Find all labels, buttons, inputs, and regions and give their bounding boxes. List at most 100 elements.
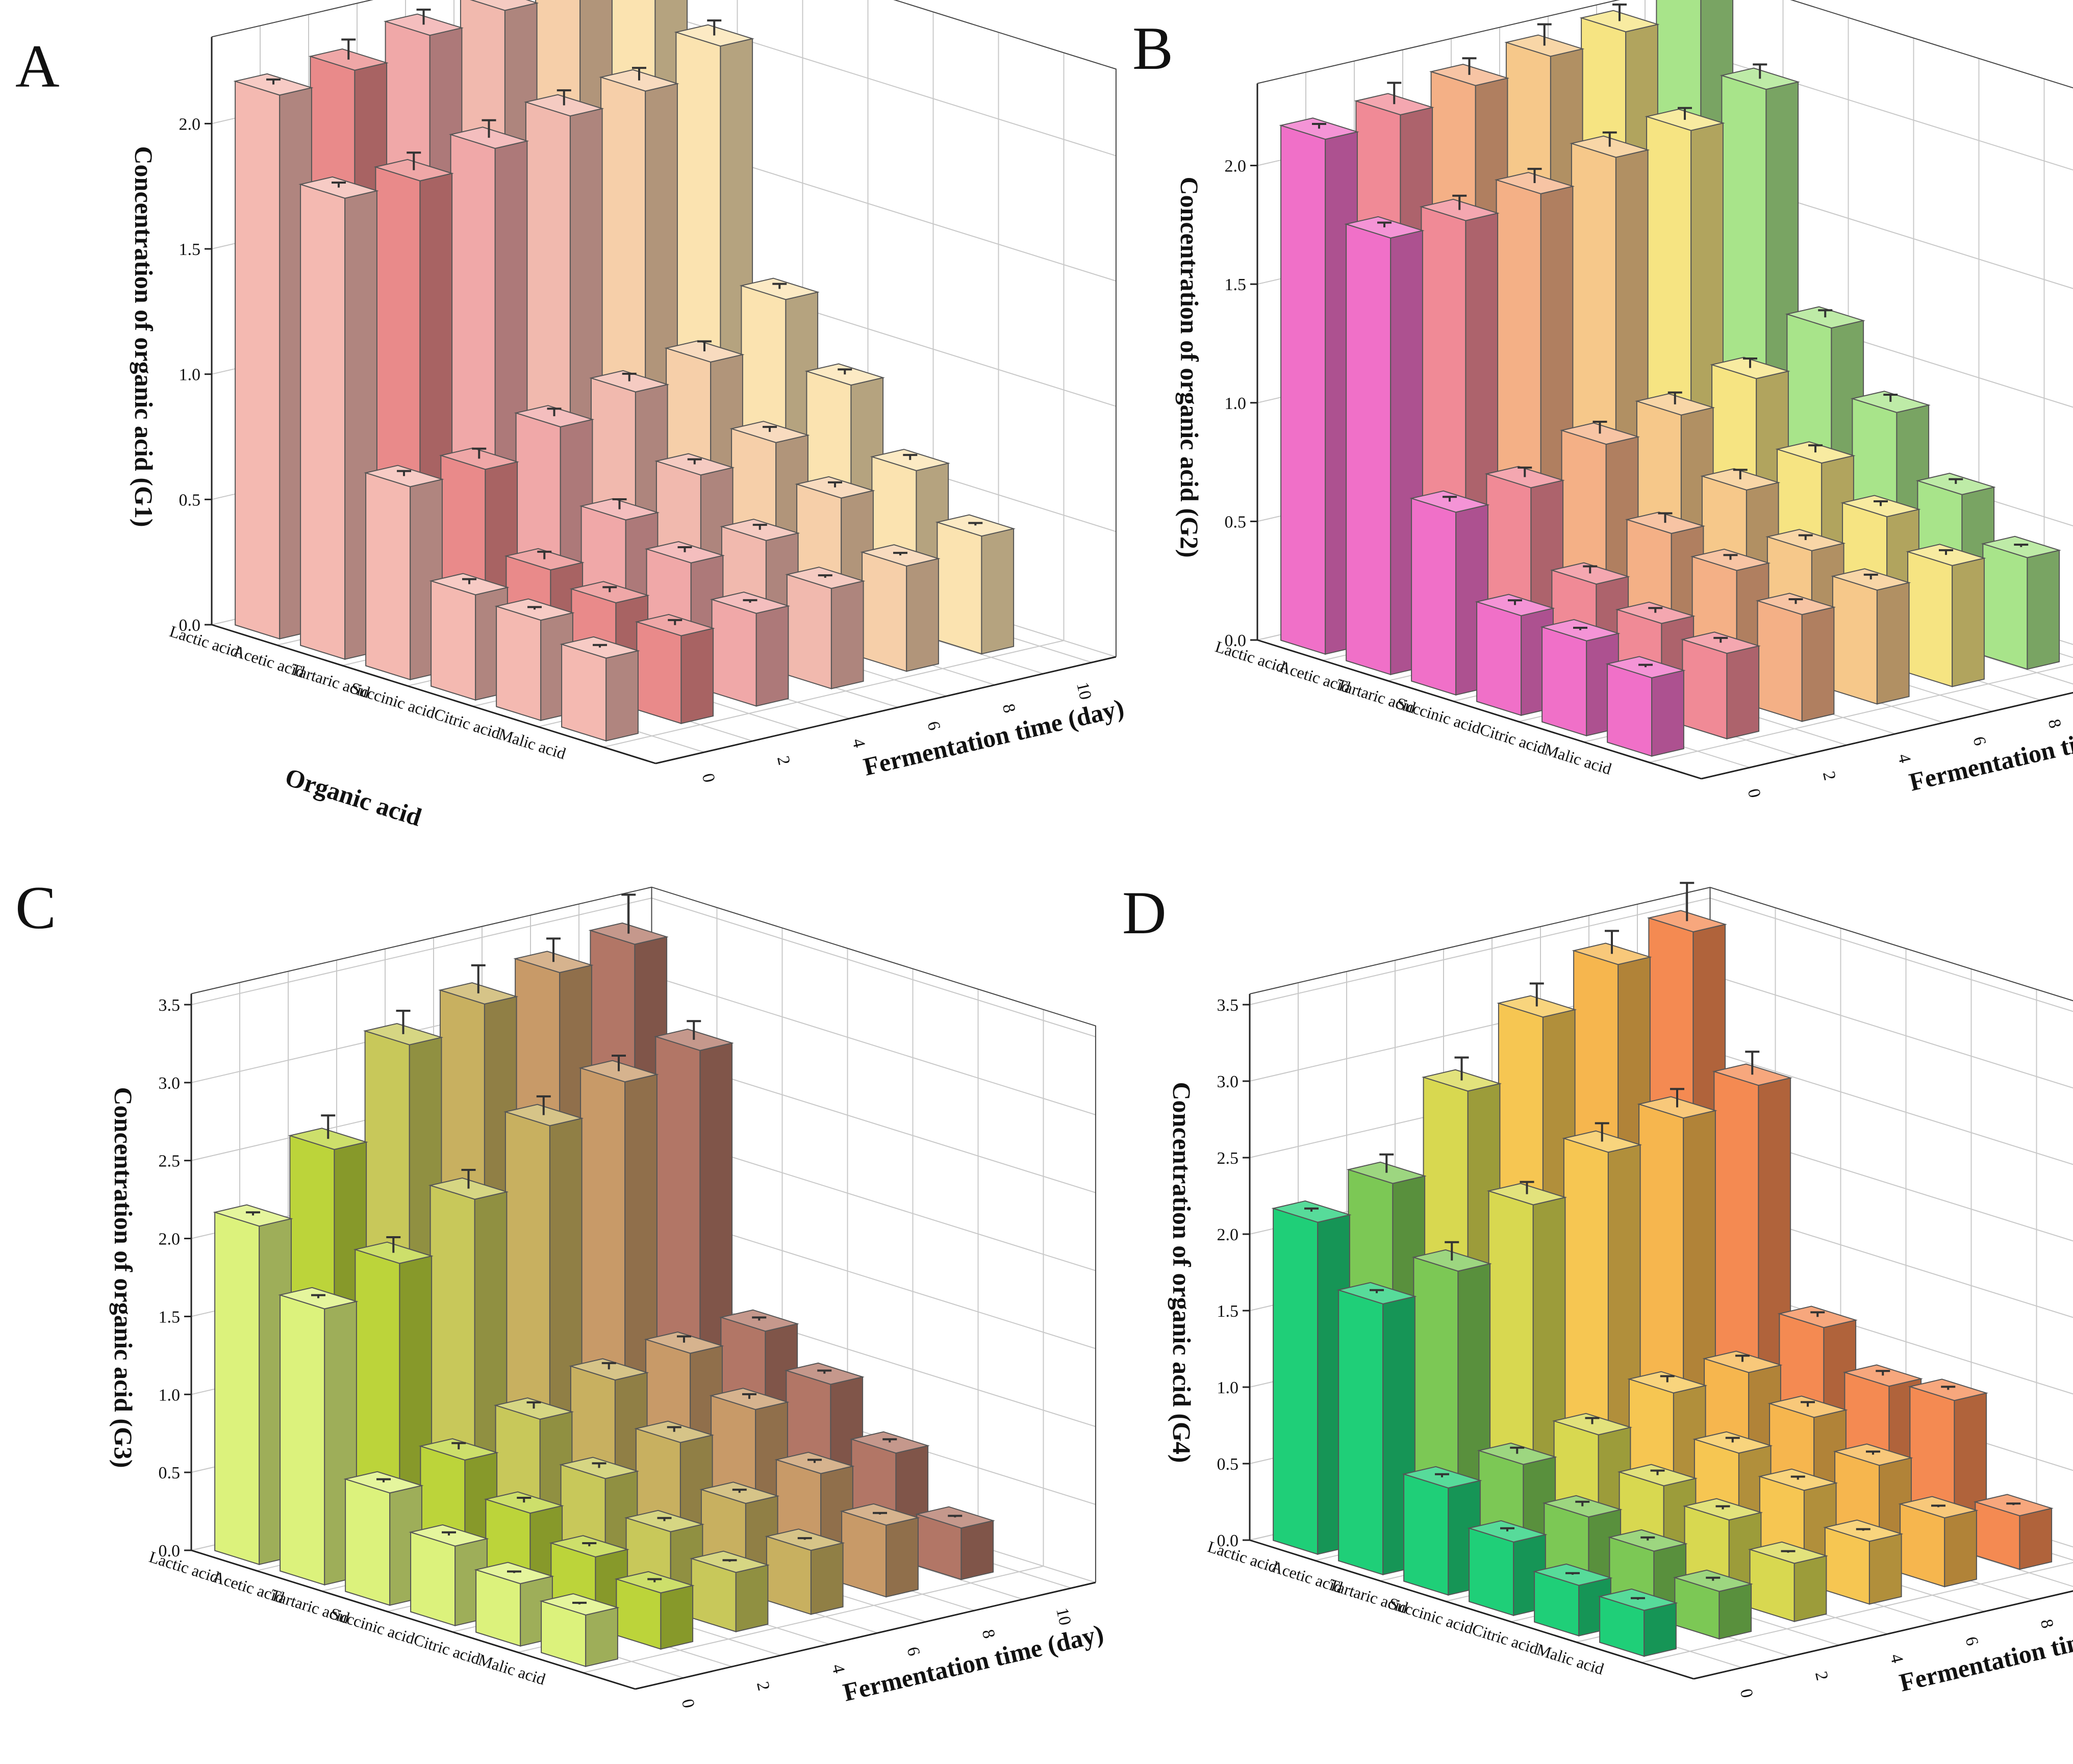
bar-side-face [735, 1564, 769, 1632]
bar-top-face [849, 1431, 930, 1454]
z-tick-label: 3.5 [1217, 996, 1239, 1015]
time-tick-label: 4 [828, 1663, 848, 1675]
time-tick-label: 2 [1811, 1670, 1832, 1682]
bars [1279, 0, 2061, 757]
bar-top-face [915, 1506, 995, 1529]
bar-front-face [841, 1511, 887, 1598]
time-tick-label: 8 [2044, 718, 2065, 730]
time-tick-label: 8 [999, 702, 1019, 715]
acid-label: Lactic acid [1213, 637, 1287, 676]
bar [1973, 1494, 2054, 1570]
frame-line [191, 886, 1096, 1582]
bar [364, 465, 444, 681]
bar-top-face [709, 1388, 790, 1410]
bar-top-face [1981, 535, 2061, 558]
bar-side-face [1944, 1510, 1977, 1588]
z-tick-label: 1.0 [179, 366, 201, 385]
bar-top-face [1484, 466, 1565, 489]
bar [1598, 1588, 1678, 1657]
bar-front-face [1682, 638, 1728, 739]
bar-top-face [689, 1550, 770, 1573]
bar [1981, 535, 2061, 670]
bar-front-face [300, 184, 346, 660]
acid-label: Succinic acid [328, 1604, 417, 1648]
bar-top-face [474, 1562, 554, 1584]
z-tick-label: 2.0 [179, 115, 201, 134]
bar-top-face [439, 447, 519, 470]
bar-top-face [710, 591, 791, 614]
floor-gridline [1649, 663, 2073, 763]
bar-front-face [1469, 1527, 1514, 1617]
bars [1271, 882, 2054, 1657]
acid-label: Citric acid [1470, 1620, 1541, 1657]
bar-top-face [729, 421, 810, 443]
bar-front-face [214, 1211, 260, 1566]
bar-top-face [784, 1362, 865, 1385]
acid-label: Citric acid [412, 1630, 483, 1668]
bar-top-face [774, 1451, 855, 1474]
bar [1748, 1541, 1829, 1622]
panel-letter: C [15, 874, 56, 941]
bar [1673, 1569, 1753, 1640]
bar [1605, 656, 1686, 757]
bar-top-face [524, 94, 604, 117]
floor-gridline [1641, 1562, 2073, 1663]
floor-gridline [583, 1566, 1044, 1673]
bar-side-face [2027, 549, 2060, 670]
bar-top-face [484, 1491, 564, 1514]
panel-letter: A [15, 32, 60, 100]
bar-top-face [1720, 67, 1800, 90]
panel-letter: B [1132, 14, 1173, 82]
bar-side-face [810, 1542, 844, 1615]
bar [1906, 544, 1986, 687]
bar [689, 1550, 770, 1632]
panel-letter: D [1122, 879, 1167, 947]
time-tick-label: 10 [1073, 680, 1095, 701]
time-axis [655, 656, 1117, 764]
time-tick-label: 4 [1894, 752, 1914, 765]
bar-top-face [1542, 1495, 1623, 1518]
time-tick-label: 2 [753, 1680, 773, 1693]
time-tick-label: 10 [1052, 1606, 1075, 1627]
bar-front-face [1832, 575, 1878, 705]
panel-B: B 0.0 0.5 1.0 1.5 2.0 Concentration of organic… [1132, 0, 2073, 800]
time-tick-label: 2 [1819, 770, 1839, 782]
bar-top-face [720, 519, 800, 541]
bar-side-face [981, 528, 1015, 655]
acid-label: Citric acid [1478, 720, 1549, 757]
acid-label: Succinic acid [1394, 694, 1483, 737]
time-axis [635, 1581, 1096, 1690]
z-tick-label: 2.0 [159, 1230, 181, 1249]
bar [614, 1571, 695, 1650]
bar-side-face [1726, 645, 1760, 739]
bar-top-face [1700, 468, 1781, 491]
bar-side-face [1801, 606, 1835, 722]
z-tick-label: 1.5 [159, 1308, 181, 1326]
z-axis-title: Concentration of organic acid (G3) [109, 1087, 138, 1468]
z-tick-label: 2.0 [1217, 1225, 1239, 1244]
bar-front-face [280, 1294, 325, 1586]
z-axis-title: Concentration of organic acid (G4) [1168, 1082, 1196, 1463]
time-tick-label: 8 [978, 1628, 999, 1641]
z-tick-label: 1.5 [1225, 275, 1247, 294]
acid-axis [191, 1549, 636, 1690]
bar [560, 636, 640, 742]
time-tick-label: 0 [1744, 787, 1764, 800]
bar-front-face [1907, 551, 1953, 687]
bar-side-face [605, 650, 639, 742]
bar-side-face [660, 1584, 694, 1650]
time-tick-label: 6 [1961, 1635, 1982, 1648]
time-tick-label: 0 [678, 1697, 698, 1710]
bar-side-face [906, 558, 939, 672]
bar-top-face [1354, 93, 1434, 116]
bar-top-face [1540, 619, 1621, 642]
z-tick-label: 1.0 [1217, 1378, 1239, 1397]
bar-front-face [711, 599, 757, 707]
bar-top-face [1346, 1161, 1427, 1184]
bar [1898, 1496, 1979, 1588]
bar-front-face [345, 1478, 391, 1606]
bar-side-face [680, 627, 714, 724]
z-tick-label: 2.0 [1225, 157, 1247, 176]
floor-gridline [603, 640, 1064, 748]
bar-side-face [1868, 1533, 1902, 1605]
